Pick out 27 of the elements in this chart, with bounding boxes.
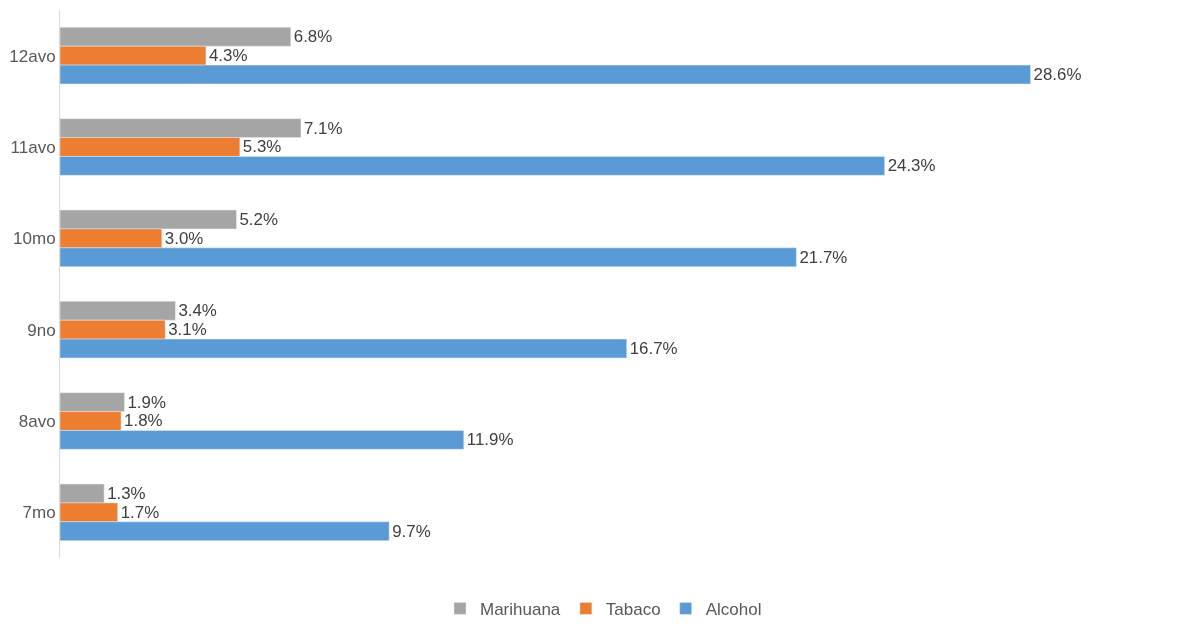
data-label: 21.7% [799, 247, 848, 267]
y-tick-label: 12avo [9, 46, 56, 66]
data-label: 11.9% [466, 430, 514, 450]
data-label: 5.3% [242, 137, 282, 157]
data-label: 1.9% [127, 392, 166, 412]
data-label: 3.4% [178, 301, 217, 321]
legend-label: Marihuana [480, 600, 561, 620]
y-tick-label: 8avo [18, 411, 56, 431]
data-label: 16.7% [629, 339, 678, 359]
data-label: 1.7% [120, 502, 160, 522]
data-label: 24.3% [887, 156, 936, 176]
legend-label: Tabaco [605, 600, 661, 620]
data-label: 28.6% [1033, 65, 1082, 85]
data-label: 1.3% [107, 483, 146, 503]
data-label: 1.8% [124, 411, 163, 431]
data-label: 6.8% [293, 27, 333, 47]
y-tick-label: 7mo [22, 503, 56, 523]
data-label: 3.0% [164, 228, 204, 248]
y-tick-label: 9no [27, 320, 56, 340]
data-label: 4.3% [208, 46, 248, 66]
y-tick-label: 10mo [13, 229, 56, 249]
data-label: 9.7% [392, 521, 431, 541]
data-label: 5.2% [239, 209, 278, 229]
y-tick-label: 11avo [10, 137, 56, 157]
data-label: 7.1% [303, 118, 343, 138]
legend-label: Alcohol [705, 600, 762, 620]
data-label: 3.1% [168, 320, 207, 340]
